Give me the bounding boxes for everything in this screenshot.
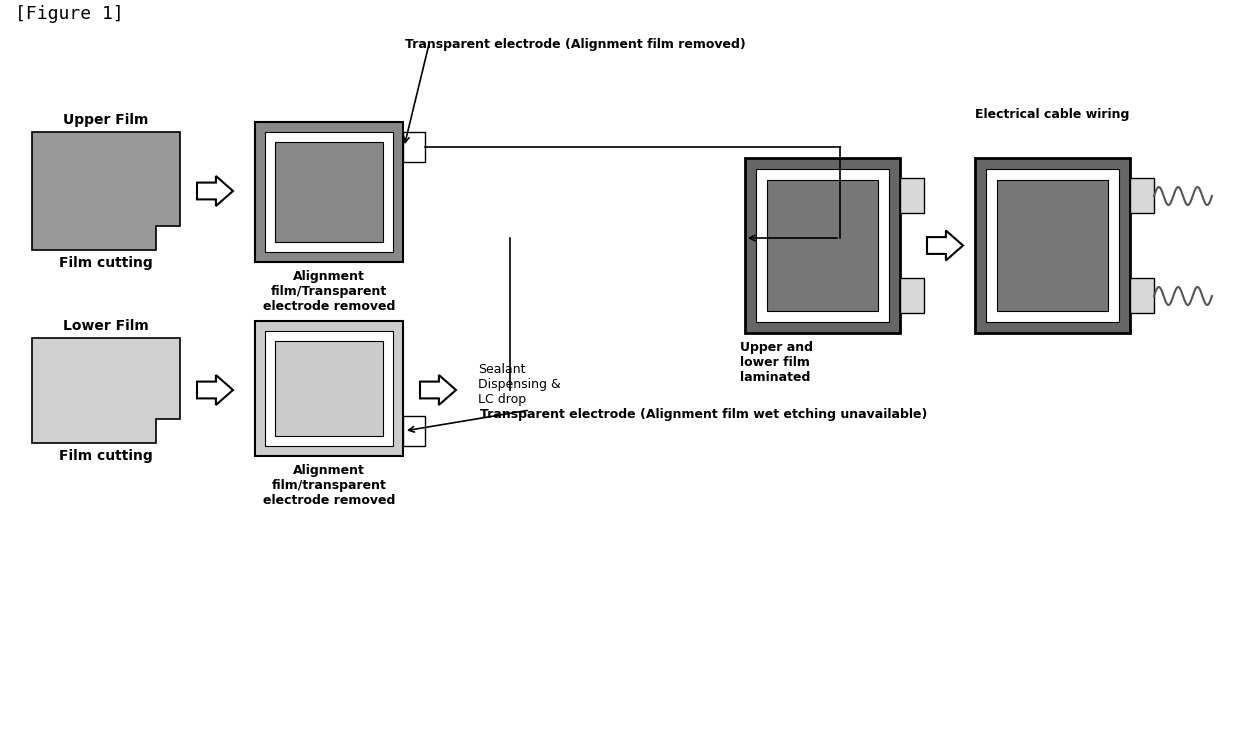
Bar [275,341,383,436]
Text: [Figure 1]: [Figure 1] [15,5,124,23]
Text: Transparent electrode (Alignment film wet etching unavailable): Transparent electrode (Alignment film we… [480,408,928,421]
Bar [403,132,425,162]
Bar [900,178,924,213]
Bar [745,158,900,333]
Bar [997,180,1109,311]
Bar [900,278,924,313]
Polygon shape [32,132,180,250]
Bar [1130,178,1154,213]
Bar [255,321,403,456]
Polygon shape [32,338,180,443]
Bar [1130,278,1154,313]
Bar [756,169,889,322]
Text: Lower Film: Lower Film [63,319,149,333]
Polygon shape [928,230,963,261]
Text: Upper and
lower film
laminated: Upper and lower film laminated [740,341,813,384]
Polygon shape [420,375,456,405]
Bar [265,132,393,252]
Polygon shape [197,176,233,206]
Text: Upper Film: Upper Film [63,113,149,127]
Bar [265,331,393,446]
Text: Film cutting: Film cutting [60,256,153,270]
Bar [986,169,1118,322]
Bar [275,142,383,242]
Text: Sealant
Dispensing &
LC drop: Sealant Dispensing & LC drop [477,363,560,406]
Bar [255,122,403,262]
Bar [768,180,878,311]
Text: Electrical cable wiring: Electrical cable wiring [976,108,1130,121]
Text: Transparent electrode (Alignment film removed): Transparent electrode (Alignment film re… [405,38,745,51]
Text: Alignment
film/transparent
electrode removed: Alignment film/transparent electrode rem… [263,464,396,507]
Bar [975,158,1130,333]
Text: Film cutting: Film cutting [60,449,153,463]
Polygon shape [197,375,233,405]
Text: Alignment
film/Transparent
electrode removed: Alignment film/Transparent electrode rem… [263,270,396,313]
Bar [403,416,425,446]
